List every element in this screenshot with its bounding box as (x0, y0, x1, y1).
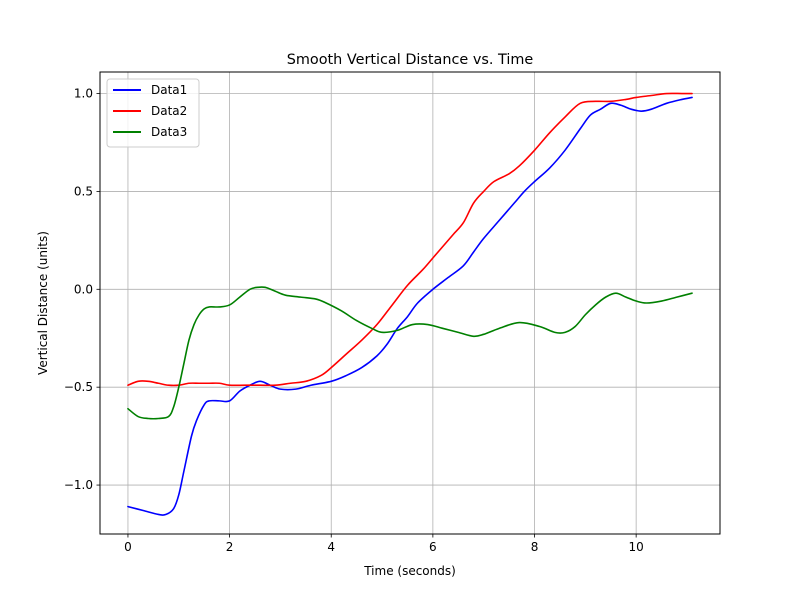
y-tick-label: −1.0 (64, 478, 93, 492)
plot-frame (99, 71, 721, 535)
legend-label-data1: Data1 (151, 83, 187, 97)
x-tick-label: 0 (124, 540, 132, 554)
series-group (127, 92, 693, 516)
y-tick-label: −0.5 (64, 380, 93, 394)
chart-title: Smooth Vertical Distance vs. Time (287, 52, 534, 68)
y-axis-label: Vertical Distance (units) (36, 231, 50, 375)
legend-label-data3: Data3 (151, 125, 187, 139)
y-tick-label: 1.0 (74, 87, 93, 101)
grid (100, 72, 720, 534)
x-tick-label: 10 (629, 540, 644, 554)
series-line-data1 (127, 96, 693, 516)
y-tick-label: 0.0 (74, 282, 93, 296)
plot-area (100, 72, 720, 534)
legend-label-data2: Data2 (151, 104, 187, 118)
x-tick-label: 2 (226, 540, 234, 554)
series-line-data2 (127, 92, 693, 387)
series-line-data3 (127, 286, 693, 420)
y-tick-label: 0.5 (74, 184, 93, 198)
x-tick-label: 8 (531, 540, 539, 554)
x-tick-label: 4 (327, 540, 335, 554)
x-axis-label: Time (seconds) (363, 564, 456, 578)
ticks: 0 2 4 6 8 10 −1.0 −0.5 0.0 0.5 1.0 (64, 87, 644, 554)
x-tick-label: 6 (429, 540, 437, 554)
legend-box (106, 78, 200, 148)
legend: Data1 Data2 Data3 (106, 78, 200, 148)
